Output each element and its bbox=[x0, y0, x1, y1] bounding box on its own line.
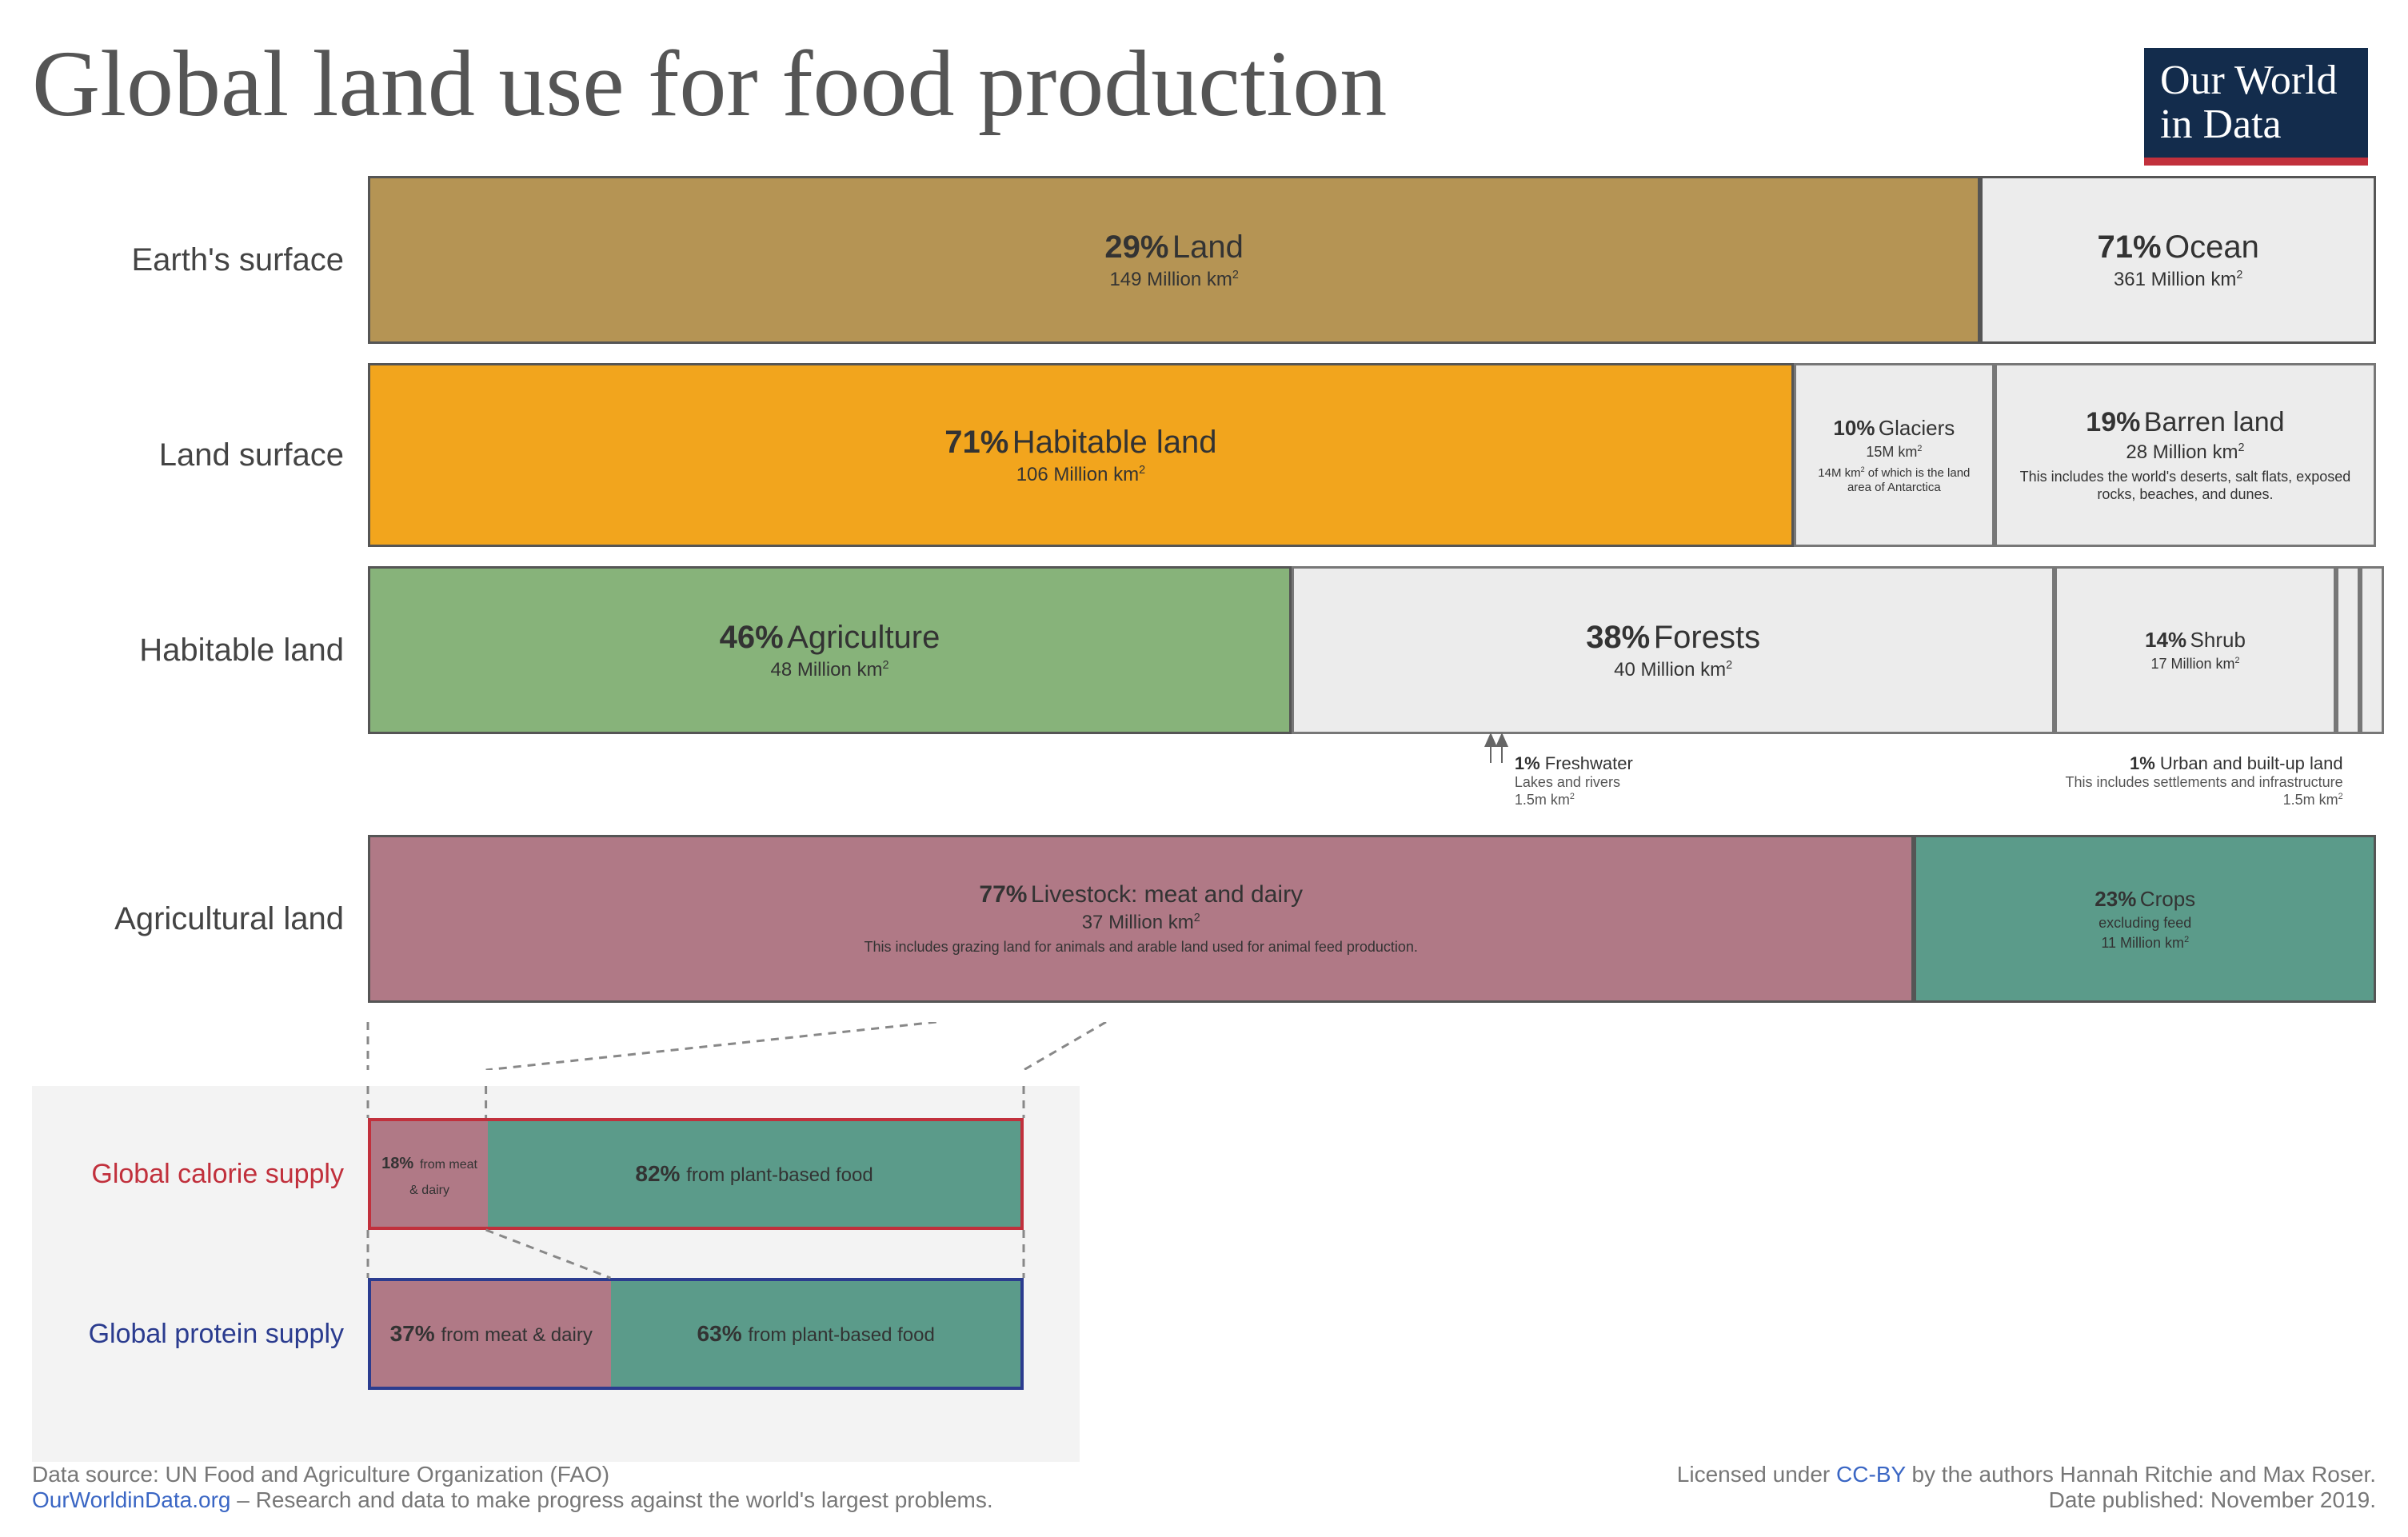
row-label-land: Land surface bbox=[32, 363, 368, 547]
bars-protein: 37% from meat & dairy63% from plant-base… bbox=[368, 1278, 1024, 1390]
block-habitable-freshwater bbox=[2360, 566, 2384, 734]
footer-date: Date published: November 2019. bbox=[1677, 1487, 2376, 1513]
block-agri-livestock: 77% Livestock: meat and dairy37 Million … bbox=[368, 835, 1914, 1003]
bars-land: 71% Habitable land106 Million km210% Gla… bbox=[368, 363, 2376, 547]
license-link[interactable]: CC-BY bbox=[1836, 1462, 1906, 1487]
footer-left: Data source: UN Food and Agriculture Org… bbox=[32, 1462, 993, 1513]
label-protein-supply: Global protein supply bbox=[32, 1319, 368, 1350]
block-habitable-forests: 38% Forests40 Million km2 bbox=[1292, 566, 2055, 734]
block-habitable-agriculture: 46% Agriculture48 Million km2 bbox=[368, 566, 1292, 734]
row-agricultural-land: Agricultural land 77% Livestock: meat an… bbox=[32, 835, 2376, 1003]
license-post: by the authors Hannah Ritchie and Max Ro… bbox=[1906, 1462, 2376, 1487]
block-agri-crops: 23% Cropsexcluding feed11 Million km2 bbox=[1914, 835, 2376, 1003]
row-calorie-supply: Global calorie supply 18% from meat & da… bbox=[32, 1118, 1080, 1230]
callouts-habitable: 1% Urban and built-up landThis includes … bbox=[32, 737, 2376, 825]
footer-right: Licensed under CC-BY by the authors Hann… bbox=[1677, 1462, 2376, 1513]
owid-logo: Our World in Data bbox=[2144, 48, 2368, 166]
infographic-root: Global land use for food production Our … bbox=[0, 0, 2408, 1537]
header: Global land use for food production Our … bbox=[32, 32, 2376, 160]
block-earth-land: 29% Land149 Million km2 bbox=[368, 176, 1980, 344]
license-pre: Licensed under bbox=[1677, 1462, 1836, 1487]
callout-freshwater: 1% FreshwaterLakes and rivers1.5m km2 bbox=[1515, 753, 1633, 809]
footer-tagline: – Research and data to make progress aga… bbox=[230, 1487, 992, 1512]
callout-urban: 1% Urban and built-up landThis includes … bbox=[2065, 753, 2342, 809]
block-habitable-urban bbox=[2336, 566, 2360, 734]
footer-source: Data source: UN Food and Agriculture Org… bbox=[32, 1462, 993, 1487]
row-label-agri: Agricultural land bbox=[32, 835, 368, 1003]
supply-block: 18% from meat & dairy bbox=[371, 1121, 488, 1227]
footer: Data source: UN Food and Agriculture Org… bbox=[32, 1462, 2376, 1513]
row-protein-supply: Global protein supply 37% from meat & da… bbox=[32, 1278, 1080, 1390]
logo-line2: in Data bbox=[2160, 102, 2282, 147]
block-habitable-shrub: 14% Shrub17 Million km2 bbox=[2055, 566, 2336, 734]
supply-block: 37% from meat & dairy bbox=[371, 1281, 611, 1387]
supply-block: 82% from plant-based food bbox=[488, 1121, 1020, 1227]
bars-calorie: 18% from meat & dairy82% from plant-base… bbox=[368, 1118, 1024, 1230]
bars-habitable: 46% Agriculture48 Million km238% Forests… bbox=[368, 566, 2376, 734]
block-land-glaciers: 10% Glaciers15M km214M km2 of which is t… bbox=[1794, 363, 1995, 547]
bars-agri: 77% Livestock: meat and dairy37 Million … bbox=[368, 835, 2376, 1003]
footer-site-link[interactable]: OurWorldinData.org bbox=[32, 1487, 230, 1512]
row-earth-surface: Earth's surface 29% Land149 Million km27… bbox=[32, 176, 2376, 344]
page-title: Global land use for food production bbox=[32, 32, 2376, 136]
block-land-habitable: 71% Habitable land106 Million km2 bbox=[368, 363, 1794, 547]
block-land-barren: 19% Barren land28 Million km2This includ… bbox=[1995, 363, 2376, 547]
supply-block: 63% from plant-based food bbox=[611, 1281, 1020, 1387]
logo-line1: Our World bbox=[2160, 58, 2338, 103]
row-label-earth: Earth's surface bbox=[32, 176, 368, 344]
dashed-connectors bbox=[32, 1022, 2376, 1070]
chart-area: Earth's surface 29% Land149 Million km27… bbox=[32, 176, 2376, 1462]
block-earth-ocean: 71% Ocean361 Million km2 bbox=[1980, 176, 2376, 344]
row-label-habitable: Habitable land bbox=[32, 566, 368, 734]
row-habitable-land: Habitable land 46% Agriculture48 Million… bbox=[32, 566, 2376, 734]
label-calorie-supply: Global calorie supply bbox=[32, 1159, 368, 1190]
supply-box: Global calorie supply 18% from meat & da… bbox=[32, 1086, 1080, 1462]
bars-earth: 29% Land149 Million km271% Ocean361 Mill… bbox=[368, 176, 2376, 344]
row-land-surface: Land surface 71% Habitable land106 Milli… bbox=[32, 363, 2376, 547]
